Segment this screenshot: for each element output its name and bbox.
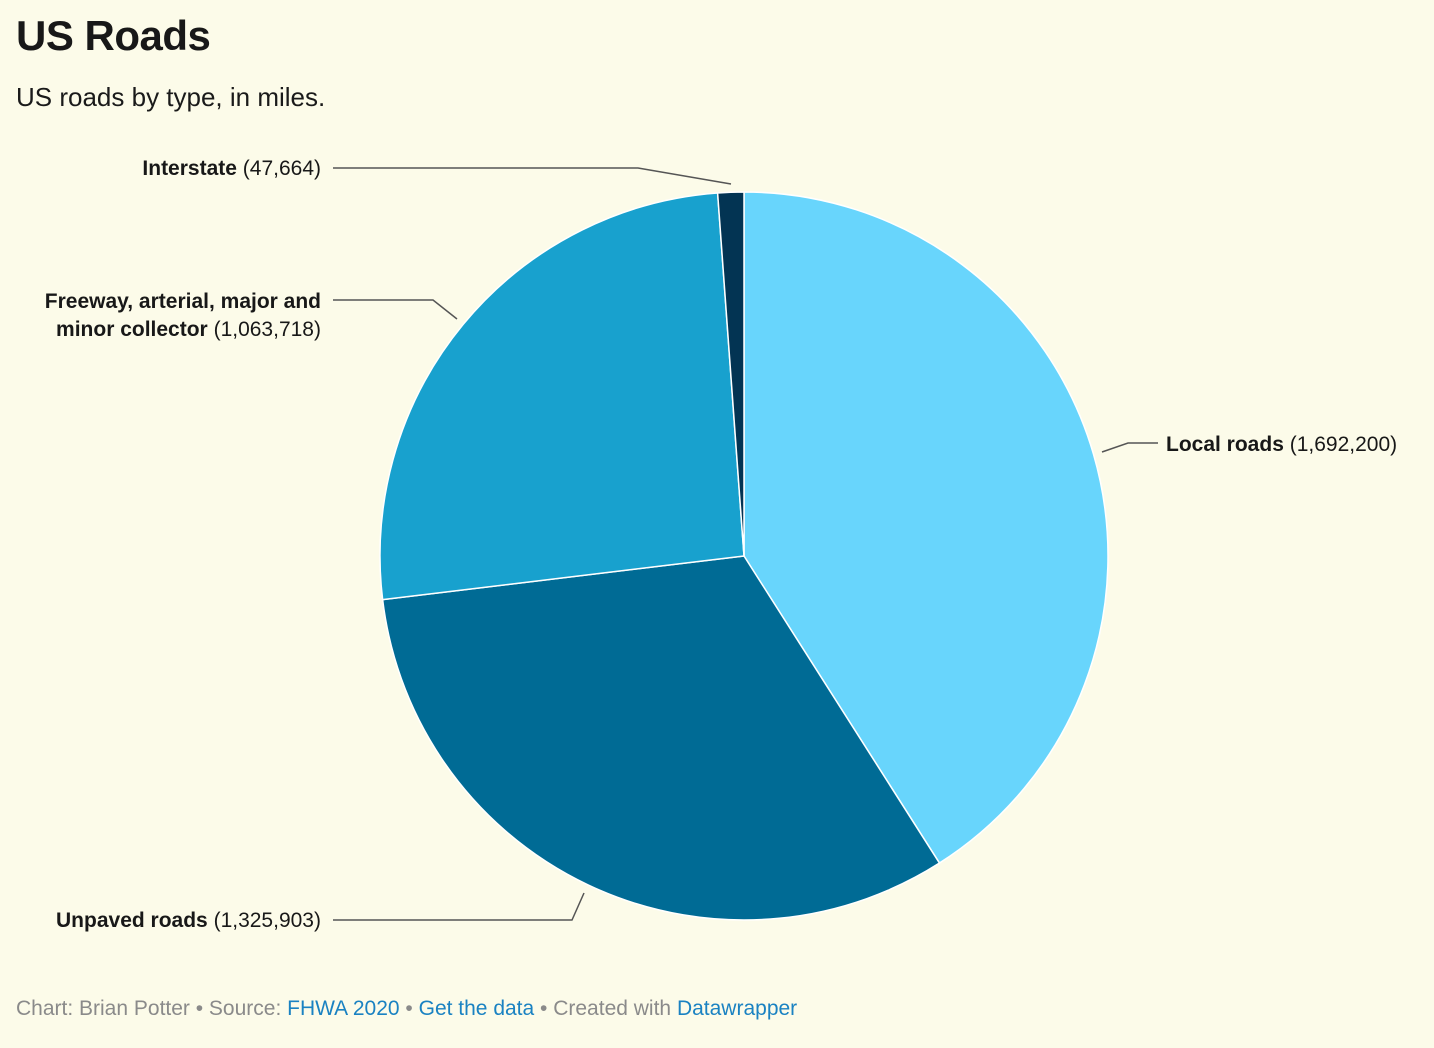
pie-slice-local-roads[interactable]	[743, 191, 1109, 864]
leader-interstate	[333, 167, 732, 185]
footer-separator-source: • Source:	[189, 997, 288, 1020]
datawrapper-link[interactable]: Datawrapper	[676, 997, 798, 1020]
chart-title: US Roads	[16, 12, 211, 59]
footer-separator-data: •	[399, 997, 419, 1020]
label-freeway-name-line1: Freeway, arterial, major and	[45, 290, 321, 313]
pie-slice-unpaved-roads[interactable]	[381, 555, 941, 921]
label-freeway-value: 1,063,718	[221, 318, 314, 341]
label-unpaved: Unpaved roads (1,325,903)	[56, 909, 321, 932]
label-interstate: Interstate (47,664)	[142, 157, 321, 180]
label-interstate-value: 47,664	[250, 157, 315, 180]
label-unpaved-value: 1,325,903	[221, 909, 314, 932]
label-leader-lines	[333, 167, 1158, 921]
pie-slice-freeway-arterial-major-and-minor-collector[interactable]	[379, 192, 745, 601]
chart-subtitle: US roads by type, in miles.	[16, 82, 326, 112]
label-local-name: Local roads	[1166, 433, 1284, 456]
pie-slice-interstate[interactable]	[716, 191, 745, 557]
label-freeway-line1: Freeway, arterial, major and	[45, 290, 321, 313]
label-local-value: 1,692,200	[1297, 433, 1390, 456]
leader-unpaved	[333, 892, 585, 921]
leader-freeway	[333, 299, 458, 320]
label-freeway-line2: minor collector (1,063,718)	[56, 318, 321, 341]
footer-credit: Chart: Brian Potter	[16, 997, 190, 1020]
chart-footer: Chart: Brian Potter • Source: FHWA 2020 …	[16, 997, 797, 1021]
label-local: Local roads (1,692,200)	[1166, 433, 1397, 456]
leader-local	[1101, 442, 1158, 453]
footer-separator-tool: • Created with	[534, 997, 677, 1020]
get-the-data-link[interactable]: Get the data	[418, 997, 535, 1020]
source-link[interactable]: FHWA 2020	[287, 997, 400, 1020]
label-unpaved-name: Unpaved roads	[56, 909, 208, 932]
slice-labels: Interstate (47,664) Freeway, arterial, m…	[45, 157, 1397, 932]
label-freeway-name-line2: minor collector	[56, 318, 208, 341]
pie-slices	[379, 191, 1109, 921]
label-interstate-name: Interstate	[142, 157, 237, 180]
